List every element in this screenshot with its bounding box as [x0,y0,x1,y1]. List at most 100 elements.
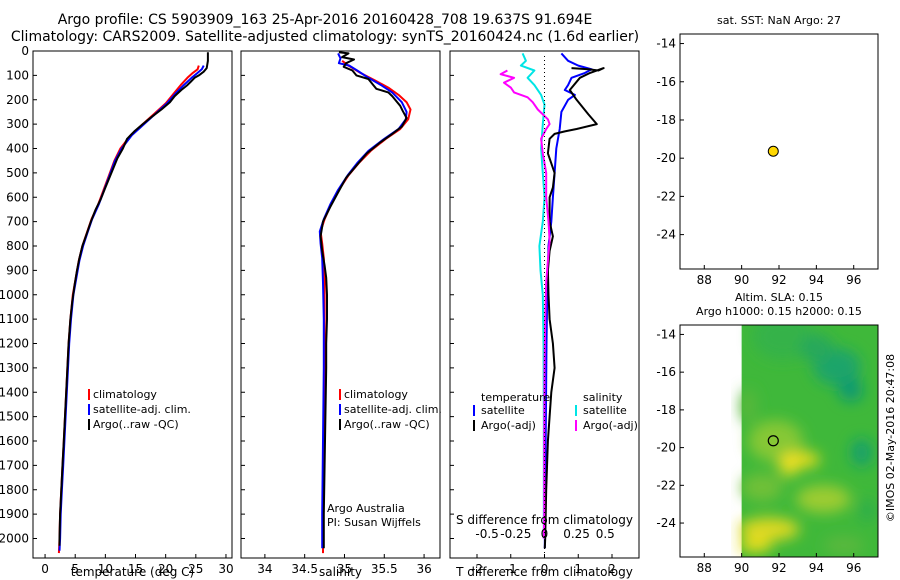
x-tick-label: 35 [337,562,352,576]
sal-series [318,51,412,554]
x-tick-label: -1 [505,562,517,576]
temp-series-line [58,52,209,546]
x-tick-label: 2 [608,562,616,576]
legend-entry: satellite-adj. clim. [93,403,191,416]
y-tick-label: -22 [656,478,676,492]
x-tick-label: 96 [846,273,861,287]
sst-title: sat. SST: NaN Argo: 27 [717,14,841,27]
sla-field-blob [823,536,865,555]
x-tick-label: 30 [218,562,233,576]
y-tick-label: 900 [6,263,29,277]
legend-entry: satellite [481,404,525,417]
salinity-panel: 34 34.5 35 35.5 36 salinity climatology satelli… [240,50,442,579]
x-tick-label: 0 [541,562,549,576]
y-tick-label: 500 [6,166,29,180]
legend-entry: Argo(-adj) [583,419,638,432]
legend-heading: salinity [583,391,623,404]
sla-field-blob [799,334,834,363]
y-tick-label: 0 [21,44,29,58]
x-tick-label: 94 [809,273,824,287]
y-tick-label: 1300 [0,361,29,375]
legend-entry: satellite [583,404,627,417]
sla-field-blob [779,452,800,476]
y-tick-label: 600 [6,190,29,204]
x-tick-label: 96 [846,561,861,575]
y-tick-label: -24 [656,228,676,242]
sla-title2: Argo h1000: 0.15 h2000: 0.15 [696,305,862,318]
diff-xlabel2: S difference from climatology [456,513,633,527]
x-tick-label: 36 [416,562,431,576]
diff-series-line [519,52,546,539]
difference-panel: -2 -1 0 1 2T difference from climatology -0.5… [449,50,640,579]
sal-xlabel: salinity [319,565,362,579]
y-tick-label: -24 [656,516,676,530]
figure-title-line2: Climatology: CARS2009. Satellite-adjuste… [10,29,640,45]
legend-entry: Argo(..raw -QC) [93,418,179,431]
y-tick-label: 400 [6,142,29,156]
sla-field-blob [738,538,773,553]
x-tick-label: 25 [188,562,203,576]
y-tick-label: 1600 [0,434,29,448]
sla-field-blob [858,499,876,523]
y-tick-label: -20 [656,151,676,165]
diff-series-line [543,52,593,549]
y-tick-label: -16 [656,365,676,379]
legend-entry: climatology [93,388,157,401]
sla-field-blob [796,485,851,513]
y-tick-label: -16 [656,75,676,89]
x-tick-label: 34.5 [291,562,318,576]
diff-series [499,52,605,549]
y-tick-label: 700 [6,215,29,229]
y-tick-label: 1900 [0,507,29,521]
temp-series [57,52,209,554]
x2-tick-label: 0.25 [563,527,590,541]
sla-field-blob [850,438,873,467]
y-tick-label: -20 [656,441,676,455]
sal-axes-box [240,50,441,559]
x-tick-label: 0 [41,562,49,576]
sla-field-blobs [738,325,876,555]
x-tick-label: 5 [71,562,79,576]
x2-tick-label: 0 [541,527,549,541]
y-tick-label: 100 [6,68,29,82]
y-tick-label: 1700 [0,458,29,472]
sst-axes-box [679,33,879,270]
x-tick-label: 92 [771,561,786,575]
y-tick-label: 800 [6,239,29,253]
y-tick-label: -18 [656,113,676,127]
y-tick-label: -18 [656,403,676,417]
sla-field-blob [741,473,783,502]
x2-tick-label: -0.5 [475,527,498,541]
sla-field-blob [738,517,800,541]
figure-title-line1: Argo profile: CS 5903909_163 25-Apr-2016… [57,12,593,28]
legend-entry: climatology [344,388,408,401]
annotation-line: PI: Susan Wijffels [327,516,421,529]
y-tick-label: 200 [6,93,29,107]
sla-field-blob [748,420,804,462]
diff-series-line [543,67,605,549]
argo-position-marker [767,145,779,157]
x-tick-label: 94 [809,561,824,575]
x2-tick-label: -0.25 [500,527,531,541]
sla-field-blob [751,325,814,360]
y-tick-label: 1500 [0,410,29,424]
sst-map-panel: sat. SST: NaN Argo: 27 88 90 92 94 96 -14 -16 -1… [656,14,879,287]
x-tick-label: 90 [734,561,749,575]
x-tick-label: 15 [128,562,143,576]
sla-field [738,325,878,557]
sla-title: Altim. SLA: 0.15 [735,291,823,304]
x2-tick-label: 0.5 [596,527,615,541]
annotation-line: Argo Australia [327,502,405,515]
diff-series-line [499,69,551,539]
y-tick-label: 300 [6,117,29,131]
x-tick-label: 90 [734,273,749,287]
x-tick-label: 88 [697,273,712,287]
legend-entry: satellite-adj. clim. [344,403,442,416]
y-tick-label: 1200 [0,337,29,351]
diff-xlabel: T difference from climatology [455,565,633,579]
sal-series-line [319,51,408,549]
legend-entry: Argo(-adj) [481,419,536,432]
legend-heading: temperature [481,391,550,404]
x-tick-label: 20 [158,562,173,576]
